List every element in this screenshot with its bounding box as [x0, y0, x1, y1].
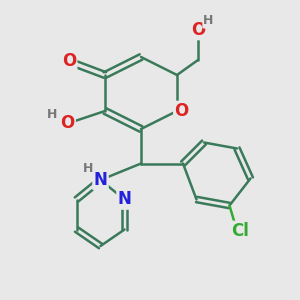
Text: N: N	[118, 190, 131, 208]
Text: H: H	[47, 108, 58, 121]
Text: N: N	[94, 171, 107, 189]
Text: O: O	[62, 52, 76, 70]
Text: O: O	[191, 21, 205, 39]
Text: Cl: Cl	[231, 222, 249, 240]
Text: O: O	[60, 114, 75, 132]
Text: H: H	[83, 162, 93, 175]
Text: O: O	[174, 102, 189, 120]
Text: H: H	[203, 14, 214, 28]
